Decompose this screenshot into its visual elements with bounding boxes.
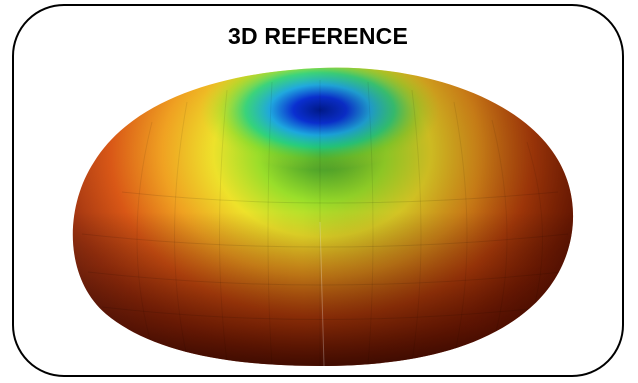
torus-surface xyxy=(72,67,574,366)
reference-frame: 3D REFERENCE xyxy=(12,4,624,377)
figure-title: 3D REFERENCE xyxy=(227,23,409,49)
radiation-pattern-3d-image xyxy=(72,67,574,366)
